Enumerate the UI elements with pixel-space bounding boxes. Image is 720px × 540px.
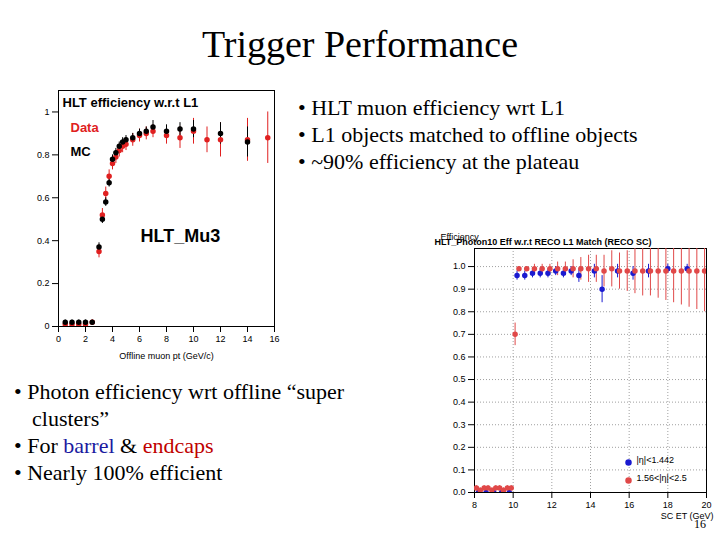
svg-text:8: 8 bbox=[472, 500, 477, 510]
svg-text:|η|<1.442: |η|<1.442 bbox=[637, 455, 674, 465]
html-text:• Nearly 100% efficient: • Nearly 100% efficient bbox=[14, 460, 223, 485]
svg-text:20: 20 bbox=[701, 500, 711, 510]
svg-text:14: 14 bbox=[242, 334, 252, 344]
svg-text:16: 16 bbox=[624, 500, 634, 510]
svg-text:1: 1 bbox=[44, 107, 49, 117]
svg-text:6: 6 bbox=[137, 334, 142, 344]
svg-text:0.6: 0.6 bbox=[453, 352, 466, 362]
svg-text:HLT_Mu3: HLT_Mu3 bbox=[141, 226, 221, 246]
svg-text:0.0: 0.0 bbox=[453, 487, 466, 497]
svg-text:Offline muon pt (GeV/c): Offline muon pt (GeV/c) bbox=[119, 351, 213, 361]
svg-text:MC: MC bbox=[71, 144, 92, 159]
svg-text:0.2: 0.2 bbox=[37, 278, 50, 288]
svg-text:0: 0 bbox=[44, 321, 49, 331]
svg-text:10: 10 bbox=[188, 334, 198, 344]
svg-text:0.6: 0.6 bbox=[37, 193, 50, 203]
svg-text:10: 10 bbox=[508, 500, 518, 510]
svg-text:0.4: 0.4 bbox=[37, 236, 50, 246]
svg-text:0.8: 0.8 bbox=[453, 307, 466, 317]
svg-text:0.5: 0.5 bbox=[453, 374, 466, 384]
svg-text:12: 12 bbox=[547, 500, 557, 510]
svg-text:HLT_Photon10 Eff w.r.t RECO L1: HLT_Photon10 Eff w.r.t RECO L1 Match (RE… bbox=[435, 237, 652, 247]
html-text:• Photon efficiency wrt offlin: • Photon efficiency wrt offline “super c… bbox=[14, 379, 345, 431]
svg-text:0.8: 0.8 bbox=[37, 150, 50, 160]
svg-text:2: 2 bbox=[83, 334, 88, 344]
svg-text:12: 12 bbox=[215, 334, 225, 344]
svg-text:16: 16 bbox=[269, 334, 279, 344]
svg-text:0: 0 bbox=[56, 334, 61, 344]
svg-text:1.56<|η|<2.5: 1.56<|η|<2.5 bbox=[637, 473, 687, 483]
html-text:• For barrel & endcaps: • For barrel & endcaps bbox=[14, 433, 214, 458]
svg-text:Data: Data bbox=[71, 120, 100, 135]
svg-text:0.3: 0.3 bbox=[453, 420, 466, 430]
svg-text:0.9: 0.9 bbox=[453, 284, 466, 294]
svg-text:14: 14 bbox=[585, 500, 595, 510]
html-text:• L1 objects matched to offlin: • L1 objects matched to offline objects bbox=[298, 122, 638, 147]
html-text:Trigger Performance: Trigger Performance bbox=[201, 23, 519, 65]
svg-text:8: 8 bbox=[164, 334, 169, 344]
svg-text:18: 18 bbox=[663, 500, 673, 510]
svg-text:0.4: 0.4 bbox=[453, 397, 466, 407]
svg-text:4: 4 bbox=[110, 334, 115, 344]
svg-text:0.7: 0.7 bbox=[453, 329, 466, 339]
svg-text:0.1: 0.1 bbox=[453, 465, 466, 475]
svg-text:SC ET (GeV): SC ET (GeV) bbox=[660, 510, 714, 521]
html-text:• ~90% efficiency at the plate: • ~90% efficiency at the plateau bbox=[298, 149, 580, 174]
svg-text:HLT efficiency w.r.t L1: HLT efficiency w.r.t L1 bbox=[63, 95, 199, 110]
svg-text:1.0: 1.0 bbox=[453, 261, 466, 271]
html-text:16: 16 bbox=[694, 517, 706, 531]
svg-text:0.2: 0.2 bbox=[453, 442, 466, 452]
html-text:• HLT muon efficiency wrt L1: • HLT muon efficiency wrt L1 bbox=[298, 95, 565, 120]
